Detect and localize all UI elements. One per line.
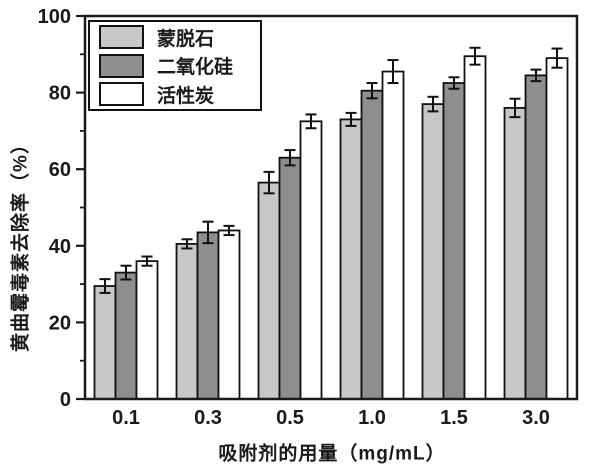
bar bbox=[135, 260, 159, 400]
bar bbox=[442, 82, 466, 400]
x-axis-tick-label: 1.0 bbox=[358, 407, 386, 429]
bar bbox=[463, 55, 487, 400]
bar bbox=[257, 181, 281, 400]
legend-item-activated-carbon: 活性炭 bbox=[99, 81, 260, 108]
y-axis-tick-label: 0 bbox=[60, 389, 71, 411]
x-axis-tick-label: 1.5 bbox=[440, 407, 468, 429]
x-axis-tick-label: 0.3 bbox=[194, 407, 222, 429]
y-axis-tick-label: 40 bbox=[49, 236, 71, 258]
bar bbox=[217, 229, 241, 400]
bar bbox=[503, 107, 527, 400]
bar bbox=[381, 70, 405, 400]
bar bbox=[114, 271, 138, 400]
legend: 蒙脱石 二氧化硅 活性炭 bbox=[88, 20, 262, 111]
legend-label-series-0: 蒙脱石 bbox=[157, 28, 215, 50]
legend-label-series-2: 活性炭 bbox=[157, 85, 215, 107]
x-axis-tick-label: 3.0 bbox=[522, 407, 550, 429]
legend-label-series-1: 二氧化硅 bbox=[157, 57, 234, 78]
y-axis-tick-label: 80 bbox=[49, 83, 71, 105]
y-axis-title: 黄曲霉毒素去除率（%） bbox=[10, 134, 32, 352]
bar bbox=[545, 57, 569, 400]
bar bbox=[175, 242, 199, 400]
legend-swatch-series-2 bbox=[99, 82, 144, 106]
bar bbox=[93, 285, 117, 400]
bar bbox=[299, 120, 323, 400]
bar bbox=[339, 118, 363, 400]
y-axis-tick-label: 20 bbox=[49, 312, 71, 334]
plot-border bbox=[83, 14, 579, 401]
x-axis-title: 吸附剂的用量（mg/mL） bbox=[218, 443, 446, 465]
x-axis-tick-label: 0.5 bbox=[276, 407, 304, 429]
bar bbox=[196, 231, 220, 400]
bar bbox=[421, 103, 445, 400]
legend-item-montmorillonite: 蒙脱石 bbox=[99, 24, 260, 51]
legend-swatch-series-0 bbox=[99, 25, 144, 49]
legend-swatch-series-1 bbox=[99, 53, 144, 78]
x-axis-tick-label: 0.1 bbox=[112, 407, 140, 429]
bar bbox=[524, 74, 548, 400]
y-axis-tick-label: 60 bbox=[49, 159, 71, 181]
bar bbox=[278, 156, 302, 400]
legend-item-silica: 二氧化硅 bbox=[99, 52, 260, 79]
bar bbox=[360, 89, 384, 400]
y-axis-tick-label: 100 bbox=[38, 6, 71, 28]
